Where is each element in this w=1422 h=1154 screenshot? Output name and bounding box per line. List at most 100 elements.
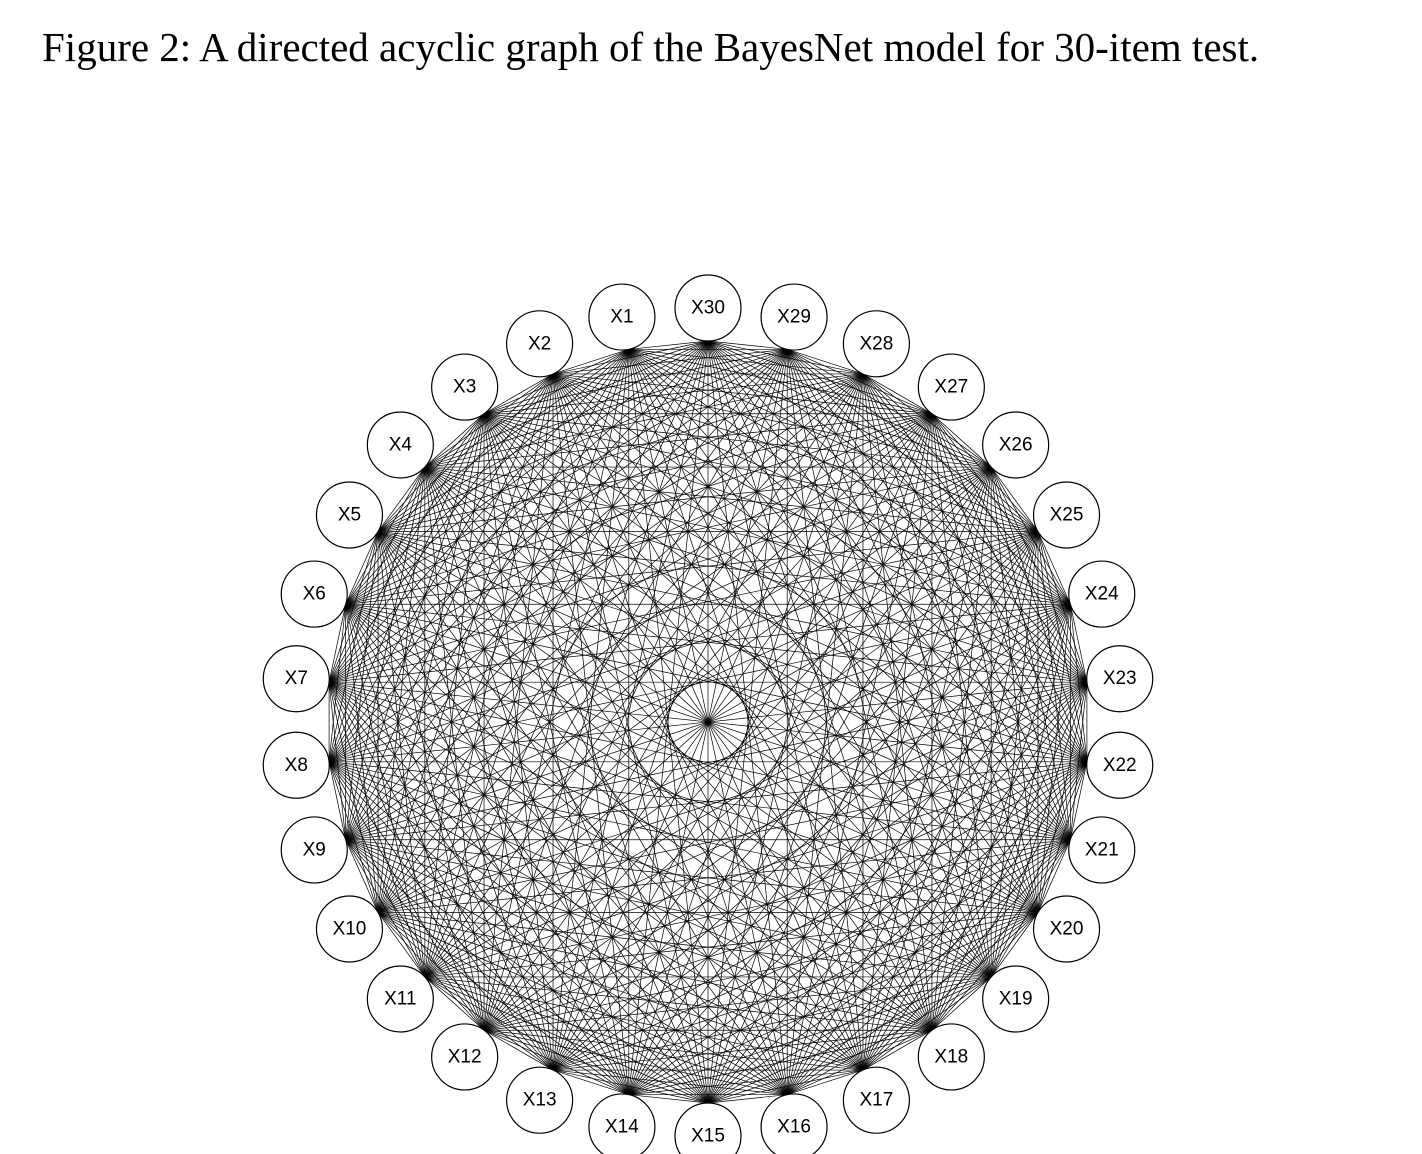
edge-x3-x6 bbox=[345, 413, 485, 605]
edge-x22-x29 bbox=[786, 349, 1088, 763]
edge-x23-x29 bbox=[786, 349, 1088, 683]
edge-x23-x27 bbox=[931, 413, 1088, 683]
edge-x4-x29 bbox=[424, 348, 788, 468]
node-label: X28 bbox=[859, 333, 893, 354]
edge-x24-x28 bbox=[862, 373, 1071, 605]
edge-x14-x23 bbox=[628, 681, 1088, 1095]
node-x20: X20 bbox=[1032, 895, 1101, 963]
node-label: X25 bbox=[1050, 505, 1084, 526]
edge-x9-x23 bbox=[345, 681, 1087, 841]
node-x6: X6 bbox=[280, 560, 348, 628]
edge-x1-x6 bbox=[345, 349, 630, 605]
node-x25: X25 bbox=[1032, 481, 1101, 549]
edge-x8-x21 bbox=[329, 761, 1071, 841]
edge-x20-x21 bbox=[1037, 839, 1071, 913]
edge-x2-x15 bbox=[552, 373, 709, 1104]
node-circle bbox=[917, 353, 985, 421]
node-label: X26 bbox=[999, 434, 1033, 455]
edge-x10-x13 bbox=[377, 912, 554, 1071]
edge-x13-x27 bbox=[552, 413, 933, 1071]
edge-x10-x19 bbox=[378, 912, 992, 978]
edge-x8-x11 bbox=[328, 761, 426, 978]
edge-x18-x20 bbox=[931, 912, 1039, 1031]
node-label: X20 bbox=[1050, 919, 1084, 940]
edge-x7-x28 bbox=[328, 373, 864, 683]
edge-x23-x26 bbox=[990, 466, 1088, 683]
edge-x10-x22 bbox=[377, 761, 1087, 913]
edge-x15-x16 bbox=[707, 1094, 788, 1104]
node-circle bbox=[1068, 560, 1136, 628]
edge-x16-x19 bbox=[787, 976, 992, 1095]
edge-x26-x27 bbox=[931, 413, 992, 468]
node-circle bbox=[1086, 645, 1154, 713]
node-label: X10 bbox=[333, 919, 367, 940]
node-circle bbox=[280, 560, 348, 628]
edge-x16-x23 bbox=[786, 681, 1088, 1095]
edge-x8-x28 bbox=[328, 373, 864, 763]
node-label: X17 bbox=[859, 1090, 893, 1111]
edge-x2-x23 bbox=[552, 373, 1088, 683]
edge-x19-x28 bbox=[862, 373, 992, 978]
edge-x16-x30 bbox=[707, 340, 788, 1095]
edge-x26-x28 bbox=[862, 373, 992, 468]
edge-x7-x27 bbox=[328, 413, 933, 683]
edge-x8-x25 bbox=[328, 531, 1039, 763]
node-x26: X26 bbox=[982, 411, 1050, 479]
edge-x14-x20 bbox=[628, 912, 1039, 1095]
node-label: X4 bbox=[389, 434, 413, 455]
edge-x2-x19 bbox=[552, 373, 992, 978]
node-label: X6 bbox=[303, 584, 326, 605]
node-x4: X4 bbox=[366, 411, 434, 479]
edge-x4-x30 bbox=[424, 340, 709, 468]
node-circle bbox=[982, 965, 1050, 1033]
node-label: X9 bbox=[303, 839, 326, 860]
edge-x13-x16 bbox=[552, 1069, 788, 1096]
node-circle bbox=[315, 895, 384, 963]
node-circle bbox=[982, 411, 1050, 479]
edge-x8-x9 bbox=[328, 761, 346, 840]
edge-x29-x30 bbox=[707, 340, 788, 350]
node-x2: X2 bbox=[506, 310, 574, 378]
edge-x11-x23 bbox=[424, 681, 1088, 978]
edge-x25-x26 bbox=[990, 466, 1039, 532]
edge-x5-x22 bbox=[377, 531, 1088, 763]
edge-x18-x22 bbox=[931, 761, 1088, 1031]
edge-x8-x29 bbox=[328, 349, 788, 763]
edge-x15-x27 bbox=[707, 413, 933, 1104]
edge-x14-x27 bbox=[628, 413, 933, 1095]
edge-x1-x22 bbox=[628, 349, 1088, 763]
node-label: X1 bbox=[610, 307, 633, 328]
edge-x20-x29 bbox=[786, 349, 1039, 913]
edge-x5-x8 bbox=[328, 531, 379, 762]
edge-x12-x22 bbox=[483, 761, 1088, 1031]
edge-x21-x22 bbox=[1070, 761, 1088, 840]
node-x23: X23 bbox=[1086, 645, 1154, 713]
edge-x4-x21 bbox=[424, 466, 1071, 841]
node-x9: X9 bbox=[280, 816, 348, 884]
edge-x13-x23 bbox=[552, 681, 1088, 1071]
edge-x5-x6 bbox=[345, 531, 379, 605]
edge-x10-x28 bbox=[377, 373, 864, 913]
edge-x23-x30 bbox=[707, 340, 1088, 683]
edge-x5-x29 bbox=[377, 349, 788, 532]
node-label: X12 bbox=[448, 1046, 482, 1067]
node-label: X11 bbox=[384, 989, 416, 1010]
edge-x22-x30 bbox=[707, 340, 1088, 763]
edge-x21-x25 bbox=[1037, 531, 1071, 840]
edge-x10-x30 bbox=[377, 340, 709, 913]
edge-x6-x27 bbox=[345, 413, 933, 605]
edge-x20-x23 bbox=[1037, 682, 1088, 913]
edge-x17-x20 bbox=[862, 912, 1039, 1071]
edge-x10-x26 bbox=[377, 466, 992, 913]
node-x17: X17 bbox=[842, 1066, 910, 1134]
edge-x8-x15 bbox=[328, 761, 709, 1104]
edge-x6-x30 bbox=[345, 340, 709, 605]
edge-x25-x28 bbox=[862, 373, 1039, 532]
edge-x12-x25 bbox=[483, 531, 1039, 1031]
node-label: X2 bbox=[528, 333, 551, 354]
edge-x25-x27 bbox=[931, 413, 1039, 532]
node-circle bbox=[674, 274, 742, 342]
node-circle bbox=[431, 353, 499, 421]
edge-x13-x26 bbox=[552, 466, 992, 1071]
